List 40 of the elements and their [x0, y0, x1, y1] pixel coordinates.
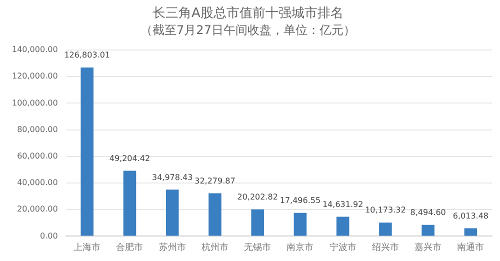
chart-subtitle: （截至7月27日午间收盘，单位：亿元）	[140, 22, 356, 37]
bar	[422, 224, 434, 236]
bar	[251, 209, 264, 236]
y-tick-label: 80,000.00	[17, 124, 58, 134]
y-tick-label: 120,000.00	[12, 72, 58, 81]
x-tick-label: 宁波市	[329, 242, 356, 253]
bar	[80, 68, 94, 236]
x-tick-label: 嘉兴市	[414, 242, 442, 253]
x-tick-label: 上海市	[74, 242, 101, 253]
data-label: 32,279.87	[194, 176, 236, 186]
x-tick-label: 合肥市	[116, 242, 144, 253]
chart-title: 长三角A股总市值前十强城市排名	[152, 6, 344, 22]
bar	[166, 190, 179, 236]
bar	[336, 216, 350, 236]
x-tick-label: 苏州市	[158, 242, 186, 253]
y-tick-label: 100,000.00	[12, 98, 58, 108]
bar	[208, 193, 222, 236]
y-tick-label: 140,000.00	[12, 45, 58, 54]
y-tick-label: 40,000.00	[17, 178, 58, 188]
data-label: 49,204.42	[109, 154, 150, 163]
data-label: 6,013.48	[452, 211, 489, 220]
x-tick-label: 绍兴市	[372, 242, 399, 253]
bar	[294, 212, 307, 236]
bar	[379, 222, 392, 236]
y-tick-label: 20,000.00	[17, 204, 58, 214]
data-label: 17,496.55	[280, 196, 321, 206]
y-tick-label: 60,000.00	[17, 151, 58, 160]
data-label: 34,978.43	[152, 172, 193, 182]
data-label: 8,494.60	[410, 208, 446, 217]
data-label: 14,631.92	[322, 200, 364, 209]
x-tick-label: 杭州市	[200, 242, 228, 253]
data-label: 126,803.01	[64, 50, 110, 60]
bar	[123, 170, 136, 236]
x-tick-label: 南通市	[457, 242, 484, 253]
x-tick-label: 无锡市	[244, 242, 272, 253]
y-tick-label: 0.00	[40, 231, 58, 240]
x-tick-label: 南京市	[286, 242, 314, 253]
data-label: 10,173.32	[365, 206, 406, 215]
bar	[464, 228, 478, 236]
data-label: 20,202.82	[237, 192, 278, 202]
